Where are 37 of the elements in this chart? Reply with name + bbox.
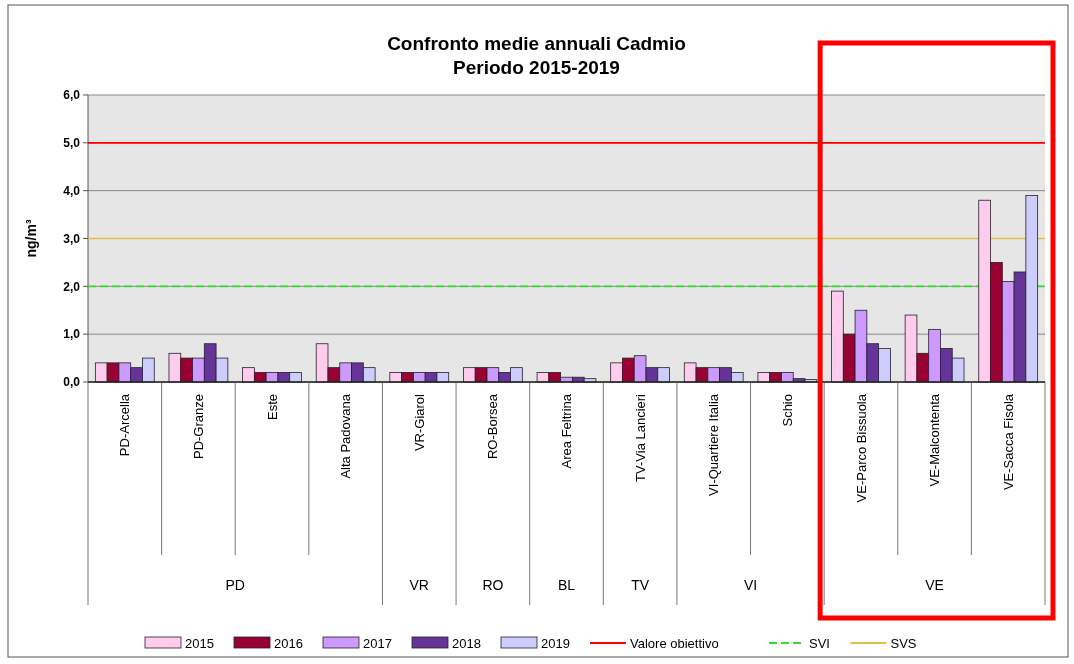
- text: VR: [409, 577, 429, 593]
- text: BL: [557, 577, 576, 593]
- x-tick-label: Alta Padovana: [338, 393, 354, 479]
- x-tick-label: Area Feltrina: [559, 393, 575, 469]
- legend-label: SVI: [809, 635, 830, 651]
- x-tick-label: VE-Malcontenta: [927, 393, 943, 487]
- y-tick-label: 0,0: [63, 375, 81, 390]
- legend-label: 2015: [185, 635, 214, 651]
- x-tick-label: VE-Sacca Fisola: [1000, 393, 1016, 491]
- y-tick-label: 2,0: [63, 279, 81, 294]
- y-axis-title: ng/m³: [23, 219, 39, 258]
- x-tick-label: RO-Borsea: [485, 393, 501, 460]
- x-tick-label: VE-Parco Bissuola: [853, 393, 869, 503]
- x-tick-label: TV-Via Lancieri: [632, 393, 648, 482]
- x-tick-label: PD-Arcella: [117, 393, 133, 457]
- y-tick-label: 6,0: [63, 88, 81, 103]
- y-tick-label: 5,0: [63, 136, 81, 151]
- text: TV: [631, 577, 650, 593]
- legend-label: 2016: [274, 635, 303, 651]
- legend-label: 2018: [452, 635, 481, 651]
- legend-label: 2017: [363, 635, 392, 651]
- y-tick-label: 3,0: [63, 231, 81, 246]
- y-tick-label: 4,0: [63, 183, 81, 198]
- text: VE: [925, 577, 944, 593]
- x-tick-label: VI-Quartiere Italia: [706, 393, 722, 496]
- legend-label: SVS: [890, 635, 917, 651]
- x-tick-label: Schio: [779, 394, 795, 427]
- x-tick-label: VR-Giarol: [411, 393, 427, 452]
- text: RO: [482, 577, 504, 593]
- text: PD: [225, 577, 245, 593]
- y-tick-label: 1,0: [63, 327, 81, 342]
- legend-label: Valore obiettivo: [630, 635, 719, 651]
- x-tick-label: PD-Granze: [190, 394, 206, 460]
- x-tick-label: Este: [264, 394, 280, 421]
- text: VI: [743, 577, 758, 593]
- legend-label: 2019: [541, 635, 570, 651]
- chart-title: Confronto medie annuali Cadmio Periodo 2015-2019: [387, 33, 686, 78]
